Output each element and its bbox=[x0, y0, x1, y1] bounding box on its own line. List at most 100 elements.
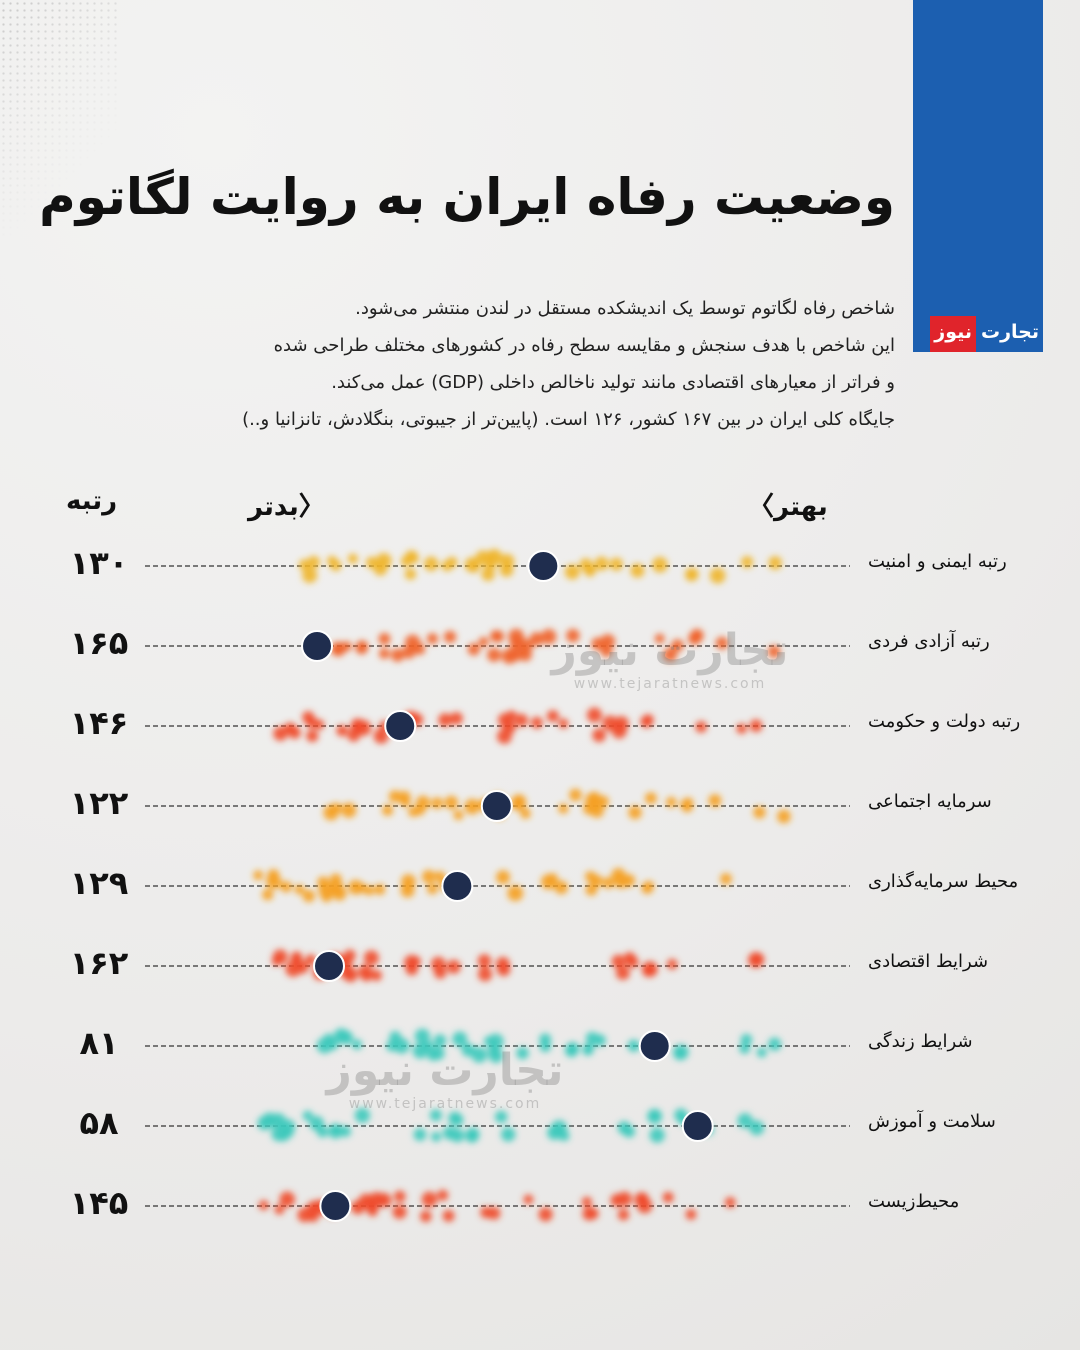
country-dot bbox=[753, 806, 766, 819]
country-dot bbox=[586, 707, 602, 723]
country-dot bbox=[285, 961, 302, 977]
country-dot bbox=[329, 873, 342, 886]
country-dot bbox=[709, 567, 726, 584]
country-dot bbox=[508, 628, 525, 645]
country-dots bbox=[271, 949, 765, 983]
country-dot bbox=[594, 556, 609, 571]
country-dot bbox=[341, 641, 352, 652]
country-dot bbox=[326, 555, 338, 566]
country-dot bbox=[382, 804, 394, 816]
country-dot bbox=[443, 630, 457, 644]
country-dot bbox=[429, 1109, 442, 1122]
country-dot bbox=[558, 1130, 570, 1142]
country-dot bbox=[600, 645, 613, 658]
country-dot bbox=[756, 1047, 767, 1058]
brand-logo: تجارت نیوز bbox=[913, 316, 1043, 352]
country-dot bbox=[523, 1194, 534, 1205]
country-dot bbox=[446, 556, 458, 568]
country-dot bbox=[332, 886, 347, 901]
iran-marker bbox=[638, 1030, 671, 1062]
country-dot bbox=[446, 959, 461, 974]
country-dot bbox=[323, 804, 339, 821]
country-dot bbox=[602, 877, 615, 889]
row-label: شرایط زندگی bbox=[868, 1031, 973, 1052]
country-dot bbox=[499, 563, 514, 577]
country-dot bbox=[378, 648, 390, 659]
country-dot bbox=[737, 1113, 753, 1129]
country-dot bbox=[388, 790, 402, 803]
rank-value: ۱۶۲ bbox=[69, 944, 129, 982]
row-label: محیط‌زیست bbox=[868, 1191, 960, 1212]
country-dot bbox=[302, 1110, 313, 1121]
rank-header: رتبه bbox=[66, 486, 118, 516]
country-dot bbox=[685, 569, 697, 582]
country-dot bbox=[529, 632, 544, 647]
country-dot bbox=[274, 1204, 285, 1215]
country-dots bbox=[316, 1028, 782, 1063]
country-dot bbox=[404, 568, 417, 580]
country-dot bbox=[392, 1204, 407, 1219]
country-dot bbox=[611, 954, 626, 969]
country-dot bbox=[558, 803, 569, 814]
chevron-left-icon: 〈 bbox=[298, 492, 325, 522]
country-dot bbox=[663, 647, 678, 662]
country-dot bbox=[590, 803, 604, 818]
country-dot bbox=[375, 552, 392, 569]
country-dot bbox=[258, 1200, 269, 1211]
dot-texture bbox=[0, 0, 120, 240]
rank-value: ۱۳۰ bbox=[69, 544, 129, 582]
watermark-url: www.tejaratnews.com bbox=[348, 1096, 542, 1112]
country-dot bbox=[644, 792, 657, 805]
rank-value: ۱۴۶ bbox=[69, 704, 129, 742]
watermark-name: تجارت نیوز bbox=[551, 625, 789, 676]
country-dot bbox=[671, 639, 684, 652]
country-dot bbox=[365, 1199, 379, 1213]
country-dot bbox=[413, 1128, 427, 1141]
country-dot bbox=[483, 1036, 495, 1047]
country-dot bbox=[538, 1207, 553, 1222]
country-dot bbox=[421, 869, 436, 884]
country-dot bbox=[558, 718, 569, 729]
country-dot bbox=[615, 965, 630, 980]
country-dot bbox=[566, 628, 580, 643]
country-dot bbox=[393, 1190, 406, 1203]
country-dot bbox=[373, 728, 389, 744]
country-dot bbox=[307, 1210, 319, 1223]
country-dot bbox=[453, 810, 464, 821]
country-dot bbox=[720, 873, 732, 885]
country-dot bbox=[624, 952, 636, 964]
country-dot bbox=[363, 950, 379, 966]
country-dot bbox=[271, 1113, 286, 1128]
country-dot bbox=[614, 875, 628, 889]
iran-marker bbox=[681, 1110, 714, 1142]
country-dot bbox=[475, 550, 491, 566]
intro-line: این شاخص با هدف سنجش و مقایسه سطح رفاه د… bbox=[273, 335, 895, 356]
country-dot bbox=[617, 1121, 631, 1135]
better-label: بهتر〉 bbox=[748, 486, 828, 523]
country-dot bbox=[307, 555, 320, 569]
country-dots bbox=[330, 628, 781, 664]
country-dot bbox=[316, 1037, 333, 1054]
iran-marker bbox=[319, 1190, 352, 1222]
country-dot bbox=[442, 1209, 455, 1222]
country-dot bbox=[494, 1110, 508, 1124]
country-dot bbox=[628, 805, 642, 820]
country-dot bbox=[401, 874, 416, 889]
country-dot bbox=[400, 796, 411, 808]
country-dot bbox=[415, 795, 431, 811]
country-dot bbox=[452, 1031, 468, 1047]
intro-line: و فراتر از معیارهای اقتصادی مانند تولید … bbox=[331, 372, 895, 393]
country-dot bbox=[350, 1200, 366, 1215]
country-dot bbox=[609, 557, 624, 571]
country-dot bbox=[408, 806, 419, 818]
country-dot bbox=[478, 636, 489, 647]
country-dot bbox=[516, 1046, 529, 1060]
country-dot bbox=[464, 557, 480, 573]
country-dot bbox=[298, 559, 311, 571]
intro-line: شاخص رفاه لگاتوم توسط یک اندیشکده مستقل … bbox=[355, 298, 895, 319]
country-dot bbox=[584, 565, 596, 577]
country-dot bbox=[500, 1127, 516, 1142]
country-dot bbox=[739, 1042, 751, 1054]
country-dot bbox=[602, 715, 618, 732]
country-dot bbox=[422, 1040, 434, 1052]
